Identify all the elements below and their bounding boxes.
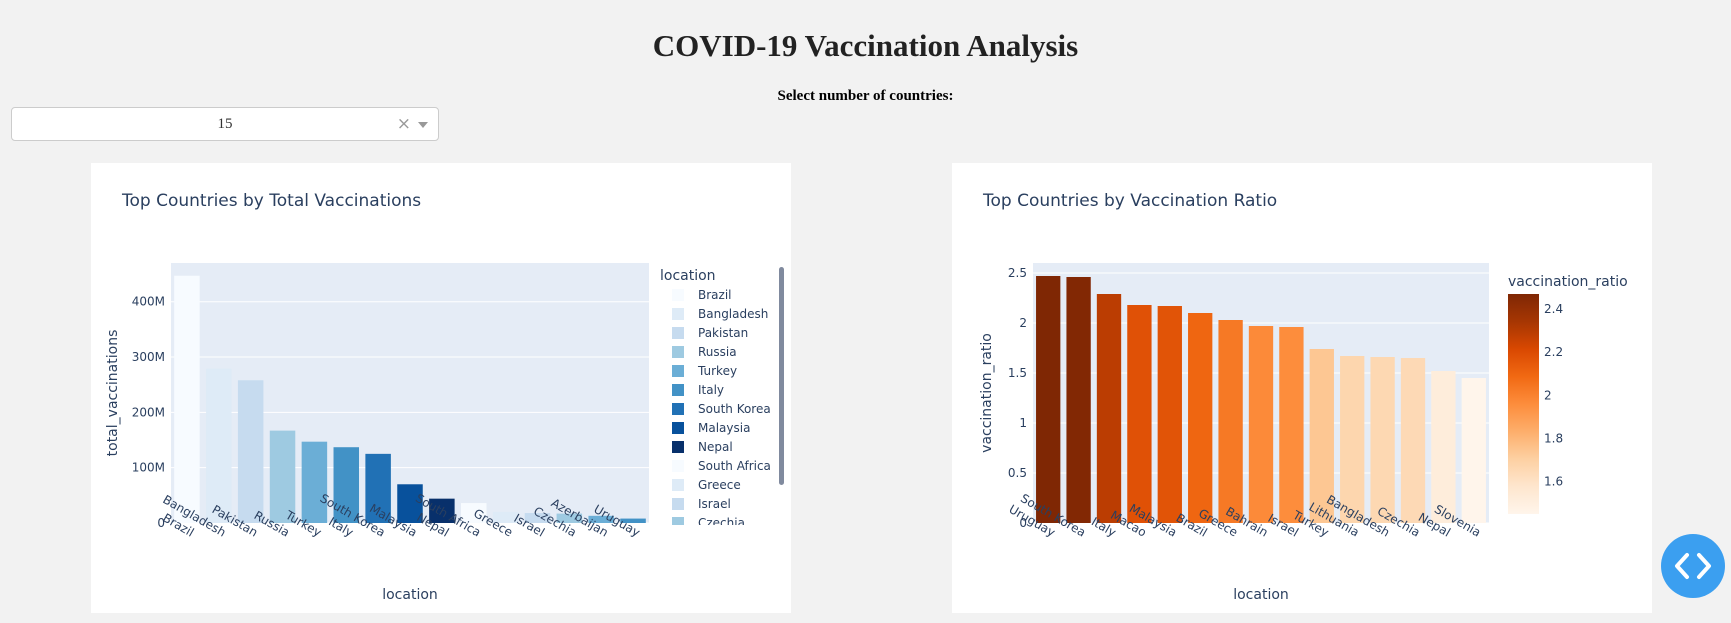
total-vaccinations-chart-card: Top Countries by Total Vaccinations 0 100M… [91,163,791,613]
legend-item-label: South Korea [698,402,771,416]
legend-item-label: Russia [698,345,737,359]
legend-item-label: Turkey [697,364,737,378]
y-axis-title: vaccination_ratio [979,333,995,453]
x-axis-title: location [1233,587,1289,603]
bar [397,484,423,523]
clear-icon[interactable]: × [396,114,411,134]
bar [1066,277,1091,523]
country-count-label: Select number of countries: [777,88,954,104]
bar [1248,326,1274,523]
legend-clip [651,268,783,526]
legend-swatch [672,460,684,472]
bar [524,513,551,523]
legend-item-label: Italy [698,383,724,397]
vaccination-ratio-chart-card: Top Countries by Vaccination Ratio 0 0.5 1 1… [952,163,1652,613]
legend-item-label: Pakistan [698,326,748,340]
bar [1096,294,1122,523]
legend-item-label: Israel [698,497,731,511]
legend-overflow-mask [651,525,776,540]
legend-swatch [672,422,684,434]
bar [269,430,296,523]
chevron-down-icon[interactable] [418,122,428,128]
legend-item-label: Nepal [698,440,733,454]
colorbar-tick-label: 1.6 [1544,475,1563,489]
bar [1218,320,1243,523]
y-tick-label: 300M [132,350,165,364]
y-tick-label: 0.5 [1008,466,1027,480]
legend-swatch [672,441,684,453]
code-icon [1675,553,1711,579]
legend-item-label: South Africa [698,459,771,473]
legend-scrollbar[interactable] [779,267,784,485]
bar [1340,356,1365,523]
legend-swatch [672,403,684,415]
y-tick-label: 1.5 [1008,366,1027,380]
legend-item-label: Brazil [698,288,732,302]
y-tick-label: 2 [1019,316,1027,330]
country-count-dropdown[interactable]: 15 × [11,107,439,141]
bar [237,380,264,523]
bar [206,368,232,523]
bar [492,511,519,523]
total-vaccinations-chart: Top Countries by Total Vaccinations 0 100M… [105,191,784,603]
legend-item-label: Malaysia [698,421,750,435]
legend-item-label: Greece [698,478,741,492]
colorbar-tick-label: 2 [1544,388,1552,402]
bar [1461,378,1486,523]
colorbar-tick-label: 2.4 [1544,302,1563,316]
colorbar-title: vaccination_ratio [1508,274,1628,290]
bar [429,498,455,523]
y-tick-label: 1 [1019,416,1027,430]
bar [1036,276,1061,523]
bar [1309,349,1334,523]
legend-swatch [672,346,684,358]
y-tick-label: 2.5 [1008,266,1027,280]
bar [1279,327,1304,523]
chart-title: Top Countries by Total Vaccinations [121,191,421,211]
bar [556,513,583,523]
legend-swatch [672,327,684,339]
colorbar-tick-label: 1.8 [1544,432,1563,446]
bar [588,515,614,523]
legend-swatch [672,308,684,320]
y-tick-label: 0 [157,516,165,530]
legend-swatch [672,289,684,301]
legend-swatch [672,479,684,491]
y-axis-title: total_vaccinations [105,330,121,457]
bar [174,275,200,523]
colorbar [1508,294,1539,514]
bar [1400,358,1426,523]
page-title: COVID-19 Vaccination Analysis [652,28,1079,63]
legend-swatch [672,498,684,510]
x-axis-title: location [382,587,438,603]
bar [1431,371,1456,523]
chart-title: Top Countries by Vaccination Ratio [982,191,1277,211]
bar [333,447,360,523]
legend-swatch [672,365,684,377]
bar [460,503,487,523]
bar [1370,357,1395,523]
legend-item-label: Bangladesh [698,307,768,321]
bar [301,441,328,523]
vaccination-ratio-chart: Top Countries by Vaccination Ratio 0 0.5 1 1… [979,191,1628,603]
bar [620,518,646,523]
bar [365,453,391,523]
bar [1188,313,1213,523]
y-tick-label: 400M [132,295,165,309]
dropdown-selected-value: 15 [217,116,233,132]
bar [1157,306,1182,523]
y-tick-label: 100M [132,461,165,475]
y-tick-label: 0 [1019,516,1027,530]
bar [1127,305,1152,523]
colorbar-tick-label: 2.2 [1544,345,1563,359]
legend-swatch [672,384,684,396]
legend-title: location [660,268,716,284]
y-tick-label: 200M [132,405,165,419]
code-toggle-button[interactable] [1661,534,1725,598]
